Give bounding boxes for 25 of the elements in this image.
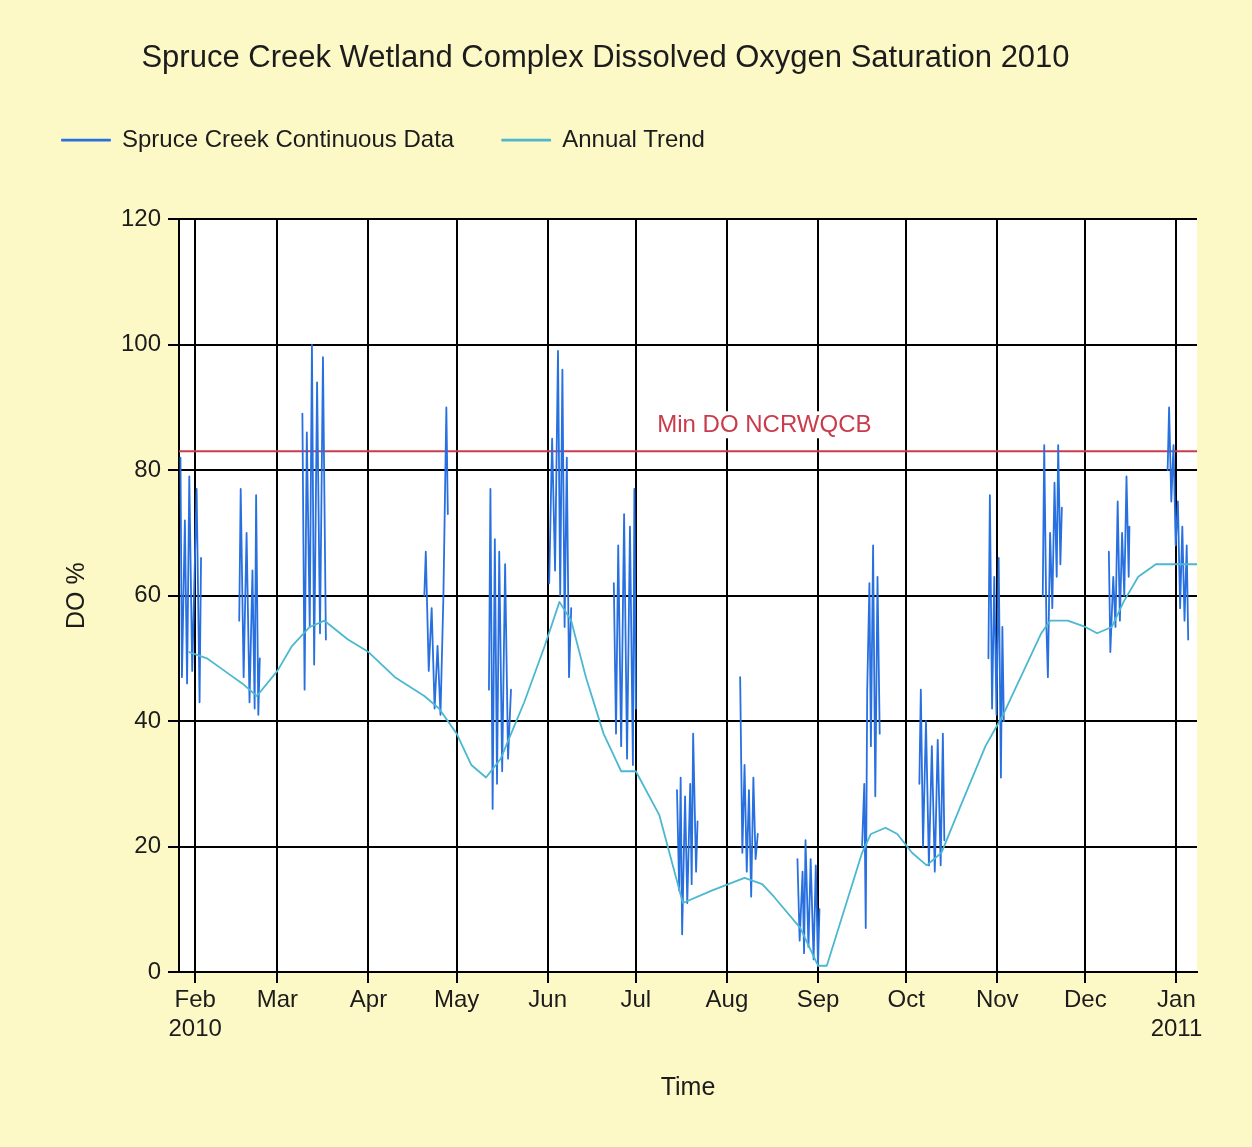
x-tick-label: Jun: [528, 985, 568, 1013]
y-tick-label: 0: [147, 956, 161, 984]
legend-label: Annual Trend: [562, 124, 705, 152]
ref-line-label: Min DO NCRWQCB: [657, 410, 872, 438]
x-tick-label: Jul: [620, 985, 652, 1013]
y-axis-title: DO %: [60, 562, 89, 629]
y-tick-label: 40: [134, 705, 161, 733]
x-tick-label: Nov: [975, 985, 1019, 1013]
x-tick-label: Feb 2010: [168, 985, 222, 1041]
y-tick-label: 80: [134, 454, 161, 482]
x-tick-label: May: [433, 985, 480, 1013]
y-tick-label: 120: [120, 203, 161, 231]
y-tick-label: 20: [134, 831, 161, 859]
legend-label: Spruce Creek Continuous Data: [122, 124, 455, 152]
x-tick-label: Sep: [796, 985, 840, 1013]
y-tick-label: 100: [120, 329, 161, 357]
x-tick-label: Aug: [705, 985, 749, 1013]
y-tick-label: 60: [134, 580, 161, 608]
x-tick-label: Apr: [349, 985, 388, 1013]
x-tick-label: Mar: [256, 985, 299, 1013]
x-axis-title: Time: [660, 1071, 716, 1100]
chart-title: Spruce Creek Wetland Complex Dissolved Oxygen Saturation 2010: [141, 39, 1070, 75]
x-tick-label: Oct: [887, 985, 926, 1013]
x-tick-label: Jan 2011: [1150, 985, 1203, 1041]
x-tick-label: Dec: [1064, 985, 1107, 1013]
